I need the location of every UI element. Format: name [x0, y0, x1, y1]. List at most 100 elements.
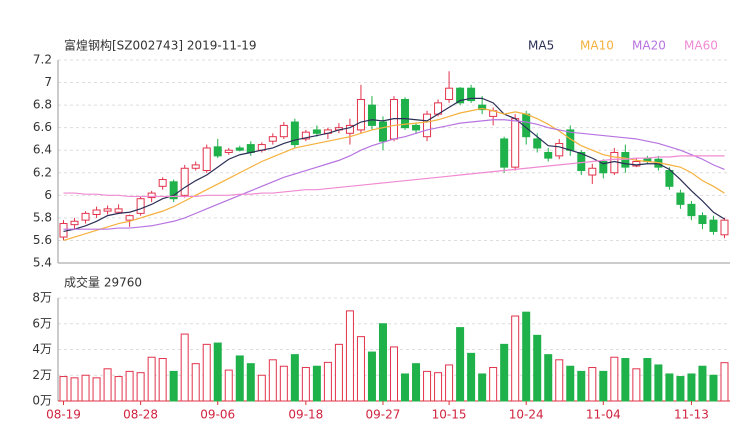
candle-body	[180, 167, 189, 196]
candle-body	[687, 203, 696, 217]
candle-body	[301, 131, 310, 140]
candle-body	[114, 208, 123, 213]
candle-body	[720, 219, 729, 236]
candle-body	[92, 209, 101, 216]
candle-body	[378, 121, 387, 142]
volume-bar	[698, 365, 707, 402]
volume-bar	[169, 370, 178, 402]
volume-bar	[213, 342, 222, 402]
y-tick-label: 6	[44, 188, 52, 202]
candle-body	[401, 98, 410, 129]
candle-body	[555, 142, 564, 157]
volume-bar	[643, 358, 652, 402]
ma-line	[63, 107, 725, 242]
candle-body	[312, 129, 321, 134]
y-tick-label: 5.6	[33, 233, 52, 247]
volume-bar	[356, 336, 365, 402]
candle-body	[268, 136, 277, 142]
volume-bar	[301, 367, 310, 402]
legend-label: MA5	[528, 39, 554, 53]
candle-body	[610, 151, 619, 174]
volume-bar	[323, 361, 332, 402]
candle-body	[103, 208, 112, 212]
candle-body	[412, 124, 421, 131]
legend-label: MA60	[684, 39, 718, 53]
candle-body	[445, 87, 454, 100]
y-tick-label: 6万	[32, 316, 52, 330]
x-tick-label: 11-04	[586, 408, 621, 422]
volume-bar	[191, 363, 200, 402]
volume-bar	[92, 377, 101, 402]
volume-bar	[522, 311, 531, 402]
candle-body	[59, 223, 68, 238]
volume-bar	[654, 364, 663, 402]
volume-bar	[423, 370, 432, 402]
candle-body	[456, 87, 465, 104]
candle-body	[467, 87, 476, 102]
volume-bar	[467, 352, 476, 402]
y-tick-label: 6.4	[33, 143, 52, 157]
candle-body	[511, 118, 520, 168]
x-tick-label: 11-13	[674, 408, 709, 422]
volume-bar	[125, 370, 134, 402]
volume-bar	[367, 351, 376, 402]
volume-bar	[456, 327, 465, 402]
y-tick-label: 4万	[32, 342, 52, 356]
volume-bar	[500, 343, 509, 402]
candle-body	[676, 192, 685, 205]
candle-body	[213, 146, 222, 157]
volume-bar	[610, 356, 619, 402]
x-tick-label: 10-24	[509, 408, 544, 422]
volume-bar	[665, 373, 674, 402]
volume-bar	[412, 363, 421, 402]
ma-line	[63, 119, 725, 230]
y-tick-label: 8万	[32, 291, 52, 305]
candle-body	[367, 104, 376, 126]
volume-bar	[390, 346, 398, 402]
volume-bar	[59, 376, 68, 402]
candle-body	[191, 164, 200, 169]
volume-bar	[224, 369, 233, 402]
volume-bar	[445, 364, 454, 402]
volume-bar	[290, 354, 299, 402]
y-tick-label: 7.2	[33, 53, 52, 67]
candle-body	[533, 138, 542, 149]
candle-body	[202, 147, 211, 172]
candle-body	[500, 138, 509, 168]
volume-bar	[687, 373, 696, 402]
volume-bar	[709, 374, 718, 402]
y-tick-label: 6.2	[33, 165, 52, 179]
y-tick-label: 6.8	[33, 98, 52, 112]
candle-body	[632, 161, 641, 167]
volume-bar	[158, 358, 167, 402]
volume-bar	[70, 377, 79, 402]
y-tick-label: 6.6	[33, 120, 52, 134]
volume-bar	[81, 374, 90, 402]
volume-bar	[599, 370, 608, 402]
volume-bar	[345, 310, 354, 402]
volume-bar	[533, 334, 542, 402]
x-tick-label: 10-15	[432, 408, 467, 422]
volume-bar	[434, 372, 443, 402]
x-tick-label: 08-28	[123, 408, 158, 422]
volume-bar	[378, 323, 387, 402]
ma-line	[63, 155, 725, 198]
x-tick-label: 08-19	[46, 408, 81, 422]
volume-bar	[268, 359, 277, 402]
volume-bar	[114, 376, 123, 402]
y-tick-label: 5.4	[33, 256, 52, 270]
chart-title: 富煌钢构[SZ002743] 2019-11-19	[64, 38, 257, 53]
candle-body	[235, 147, 244, 151]
volume-bar	[312, 365, 321, 402]
volume-bar	[577, 370, 586, 402]
volume-bar	[720, 362, 729, 402]
candle-body	[709, 219, 718, 232]
candle-body	[158, 179, 167, 187]
candle-body	[169, 181, 178, 200]
candle-body	[125, 215, 134, 221]
candle-body	[665, 170, 674, 187]
candle-body	[577, 151, 586, 172]
legend-label: MA10	[580, 39, 614, 53]
volume-bar	[279, 365, 288, 402]
